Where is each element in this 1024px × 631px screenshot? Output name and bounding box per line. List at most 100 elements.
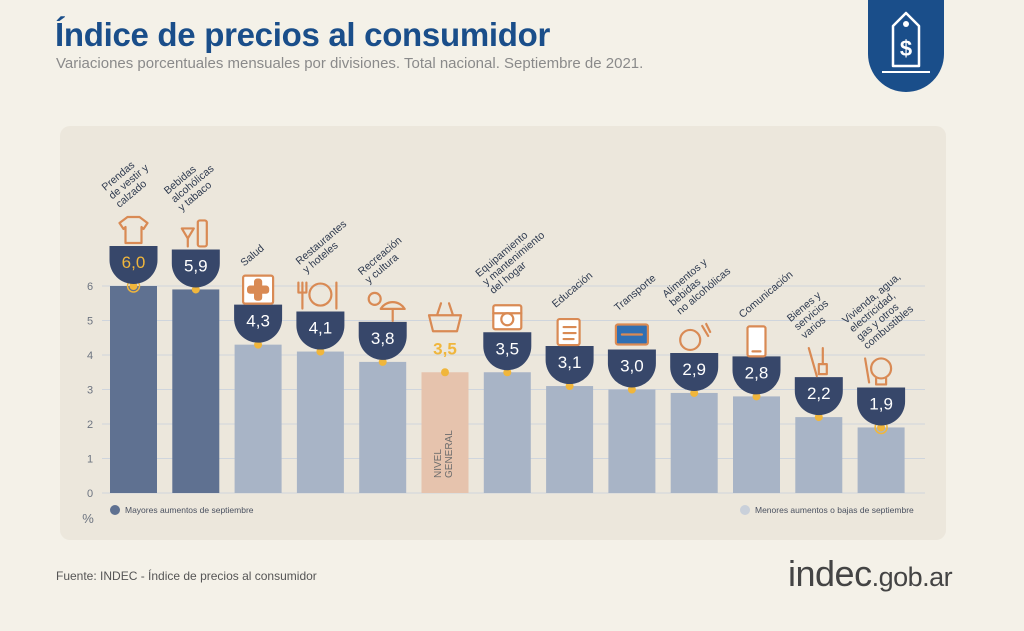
value-badge	[234, 304, 283, 343]
data-label: 2,8	[745, 363, 769, 382]
page-title: Índice de precios al consumidor	[55, 16, 550, 53]
value-badge	[794, 377, 843, 416]
data-label: 3,5	[495, 339, 519, 358]
bar-marker	[690, 388, 699, 397]
category-label-line: GENERAL	[444, 430, 455, 478]
category-label: Transporte	[612, 272, 658, 314]
category-label-line: Transporte	[612, 272, 658, 314]
value-badge	[358, 321, 407, 360]
drinks-icon	[180, 219, 208, 248]
bar-marker	[191, 285, 200, 294]
y-tick-label: 2	[87, 419, 93, 431]
bar-marker	[877, 423, 886, 432]
category-label: Salud	[238, 242, 266, 269]
category-label: Recreacióny cultura	[356, 234, 412, 286]
category-label: NIVELGENERAL	[433, 430, 455, 478]
bar-marker	[316, 347, 325, 356]
first-aid-icon	[242, 274, 275, 305]
bar-marker	[254, 340, 263, 349]
dining-icon	[297, 281, 338, 310]
brand-main: indec	[788, 553, 872, 594]
value-badge	[670, 352, 719, 391]
legend-label-high: Mayores aumentos de septiembre	[125, 505, 254, 515]
category-label-line: Salud	[238, 242, 266, 269]
page-subtitle: Variaciones porcentuales mensuales por d…	[56, 55, 644, 72]
y-tick-label: 0	[87, 488, 93, 500]
y-unit-label: %	[82, 511, 94, 526]
svg-text:$: $	[900, 36, 912, 61]
lightbulb-icon	[863, 357, 893, 386]
value-badge	[109, 246, 158, 284]
value-badge	[296, 311, 345, 350]
bar-marker	[129, 282, 138, 290]
category-label: Alimentos ybebidasno alcohólicas	[660, 248, 733, 317]
bar	[359, 361, 407, 493]
bar	[296, 351, 344, 493]
bar-marker	[378, 357, 387, 366]
bar-marker	[814, 413, 823, 422]
brand-suffix: .gob.ar	[871, 562, 953, 592]
legend-label-low: Menores aumentos o bajas de septiembre	[755, 505, 914, 515]
category-label: Bebidasalcohólicasy tabaco	[162, 154, 224, 213]
value-badge	[171, 249, 220, 288]
data-label: 5,9	[184, 256, 208, 275]
value-badge	[732, 356, 781, 395]
category-label: Vivienda, agua,electricidad,gas y otrosc…	[840, 271, 924, 352]
bar	[546, 386, 594, 493]
category-label: Prendasde vestir ycalzado	[100, 153, 159, 210]
category-label: Restaurantesy hoteles	[294, 218, 357, 276]
bar	[234, 344, 282, 493]
bar-marker	[503, 368, 512, 377]
data-label: 6,0	[122, 253, 146, 272]
data-label: 2,9	[682, 360, 706, 379]
bar	[172, 289, 220, 493]
value-badge	[545, 346, 594, 385]
books-icon	[556, 317, 581, 347]
price-tag-dollar-icon: $	[868, 0, 944, 92]
category-label: Educación	[550, 270, 595, 311]
bar	[733, 396, 780, 493]
data-label: 3,1	[558, 353, 582, 372]
y-tick-label: 5	[87, 316, 93, 328]
value-badge	[857, 387, 906, 426]
category-label-line: NIVEL	[433, 449, 444, 478]
data-label: 4,1	[309, 319, 333, 338]
category-label-line: Educación	[550, 270, 595, 311]
transport-card-icon	[614, 323, 650, 346]
source-note: Fuente: INDEC - Índice de precios al con…	[56, 569, 317, 583]
bar	[857, 427, 905, 493]
category-label: Bienes yserviciosvarios	[785, 289, 838, 341]
food-icon	[679, 322, 712, 352]
data-label: 3,5	[433, 339, 457, 358]
clothing-icon	[118, 215, 149, 245]
y-tick-label: 1	[87, 454, 93, 466]
bar	[483, 372, 531, 493]
bar	[421, 372, 469, 493]
y-tick-label: 6	[87, 281, 93, 293]
bar	[670, 392, 718, 493]
value-badge	[483, 332, 532, 371]
home-tools-icon	[492, 304, 523, 331]
bar-marker	[441, 368, 449, 377]
legend-marker-high	[110, 505, 120, 515]
y-tick-label: 4	[87, 350, 93, 362]
legend-marker-low	[740, 505, 750, 515]
indec-logo: indec.gob.ar	[788, 553, 953, 595]
shopping-bag-icon	[427, 302, 463, 333]
mobile-phone-icon	[746, 325, 767, 358]
category-label: Equipamientoy mantenimientodel hogar	[473, 221, 554, 297]
bar-marker	[752, 392, 761, 401]
bar-marker	[627, 385, 636, 394]
bar	[110, 286, 157, 493]
data-label: 2,2	[807, 384, 831, 403]
y-tick-label: 3	[87, 385, 93, 397]
data-label: 1,9	[869, 394, 893, 413]
comb-brush-icon	[807, 347, 828, 378]
data-label: 3,0	[620, 357, 644, 376]
bar	[608, 389, 656, 493]
value-badge	[607, 349, 656, 388]
leisure-icon	[367, 291, 406, 322]
data-label: 3,8	[371, 329, 395, 348]
bar	[795, 417, 843, 493]
